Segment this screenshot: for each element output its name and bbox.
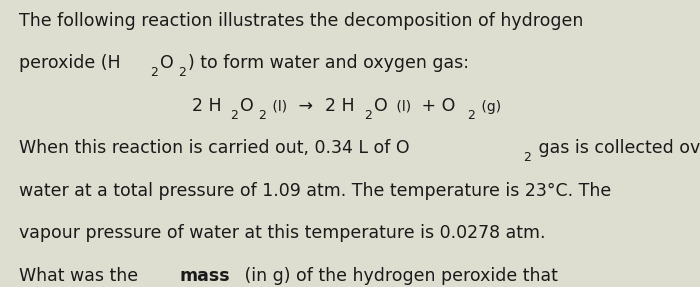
Text: 2: 2: [258, 109, 265, 122]
Text: gas is collected over: gas is collected over: [533, 139, 700, 157]
Text: 2 H: 2 H: [192, 97, 221, 115]
Text: 2: 2: [150, 66, 158, 79]
Text: The following reaction illustrates the decomposition of hydrogen: The following reaction illustrates the d…: [19, 12, 583, 30]
Text: 2: 2: [467, 109, 475, 122]
Text: (g): (g): [477, 100, 501, 114]
Text: water at a total pressure of 1.09 atm. The temperature is 23°C. The: water at a total pressure of 1.09 atm. T…: [19, 182, 611, 200]
Text: (l): (l): [268, 100, 287, 114]
Text: 2: 2: [230, 109, 238, 122]
Text: peroxide (H: peroxide (H: [19, 54, 120, 72]
Text: O: O: [160, 54, 174, 72]
Text: 2: 2: [364, 109, 372, 122]
Text: + O: + O: [416, 97, 456, 115]
Text: O: O: [374, 97, 388, 115]
Text: (l): (l): [391, 100, 411, 114]
Text: →: →: [293, 97, 318, 115]
Text: mass: mass: [180, 267, 230, 285]
Text: What was the: What was the: [19, 267, 144, 285]
Text: vapour pressure of water at this temperature is 0.0278 atm.: vapour pressure of water at this tempera…: [19, 224, 545, 242]
Text: 2: 2: [178, 66, 186, 79]
Text: (in g) of the hydrogen peroxide that: (in g) of the hydrogen peroxide that: [239, 267, 558, 285]
Text: 2: 2: [523, 151, 531, 164]
Text: 2 H: 2 H: [326, 97, 355, 115]
Text: When this reaction is carried out, 0.34 L of O: When this reaction is carried out, 0.34 …: [19, 139, 409, 157]
Text: O: O: [240, 97, 253, 115]
Text: ) to form water and oxygen gas:: ) to form water and oxygen gas:: [188, 54, 469, 72]
